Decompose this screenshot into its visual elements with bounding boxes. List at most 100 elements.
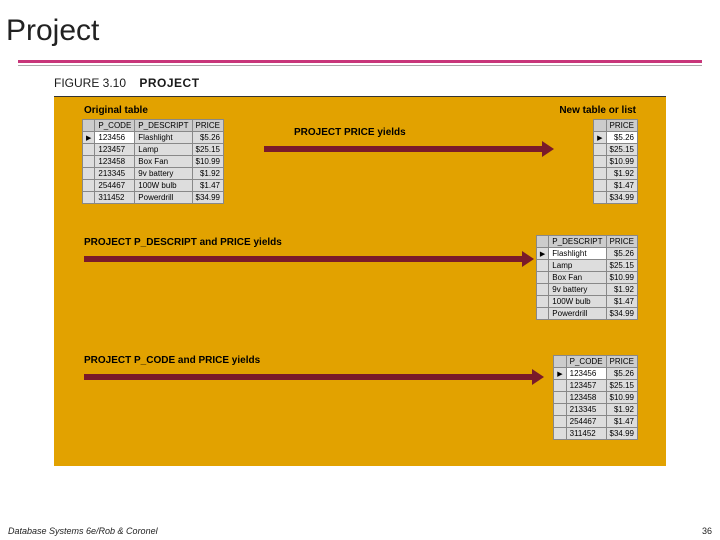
row-caret-icon [83,156,95,168]
result-price-table: PRICE▶$5.26$25.15$10.99$1.92$1.47$34.99 [593,119,638,204]
row-caret-icon: ▶ [536,248,548,260]
table-row: $34.99 [594,192,638,204]
row-caret-icon [536,260,548,272]
footer-page-number: 36 [702,526,712,536]
footer: Database Systems 6e/Rob & Coronel 36 [8,526,712,536]
table-row: Lamp$25.15 [536,260,637,272]
table-cell: 123457 [95,144,135,156]
table-cell: $1.92 [606,404,637,416]
row-caret-icon: ▶ [594,132,606,144]
arrow-project-price [264,143,554,155]
table-row: 9v battery$1.92 [536,284,637,296]
table-cell: 311452 [566,428,606,440]
table-row: ▶123456$5.26 [554,368,638,380]
table-cell: Lamp [549,260,606,272]
table-row: 123457$25.15 [554,380,638,392]
label-original-table: Original table [84,105,148,116]
table-cell: $10.99 [606,272,637,284]
table-cell: Flashlight [135,132,192,144]
table-cell: $1.92 [606,284,637,296]
row-caret-icon [83,192,95,204]
table-cell: Box Fan [549,272,606,284]
table-cell: 123457 [566,380,606,392]
table-cell: $25.15 [606,380,637,392]
row-caret-icon [83,168,95,180]
table-row: $10.99 [594,156,638,168]
table-cell: 213345 [566,404,606,416]
row-caret-icon [536,272,548,284]
table-cell: Box Fan [135,156,192,168]
table-row: $1.47 [594,180,638,192]
project-code-price-label: PROJECT P_CODE and PRICE yields [84,355,260,366]
table-cell: $34.99 [606,192,637,204]
column-header: P_DESCRIPT [135,120,192,132]
table-cell: $1.47 [606,296,637,308]
arrow-project-code-price [84,371,544,383]
table-row: 311452$34.99 [554,428,638,440]
table-row: 2133459v battery$1.92 [83,168,224,180]
figure-area: Original table New table or list P_CODEP… [54,96,666,466]
row-caret-icon [594,192,606,204]
project-descript-price-label: PROJECT P_DESCRIPT and PRICE yields [84,237,282,248]
table-row: 123457Lamp$25.15 [83,144,224,156]
table-cell: 9v battery [135,168,192,180]
column-header: PRICE [192,120,223,132]
table-cell: 9v battery [549,284,606,296]
table-cell: $1.92 [606,168,637,180]
table-cell: $25.15 [192,144,223,156]
table-cell: $25.15 [606,260,637,272]
footer-credit: Database Systems 6e/Rob & Coronel [8,526,158,536]
row-caret-icon [554,392,566,404]
column-header: P_CODE [566,356,606,368]
column-header: PRICE [606,356,637,368]
table-cell: $1.92 [192,168,223,180]
row-caret-icon [83,180,95,192]
row-caret-icon [594,156,606,168]
row-caret-icon [554,428,566,440]
table-cell: Powerdrill [135,192,192,204]
table-cell: $5.26 [606,248,637,260]
row-caret-icon: ▶ [554,368,566,380]
row-caret-icon [554,416,566,428]
table-cell: Powerdrill [549,308,606,320]
figure-label: PROJECT [139,76,199,90]
table-row: 311452Powerdrill$34.99 [83,192,224,204]
table-cell: Lamp [135,144,192,156]
column-header: P_CODE [95,120,135,132]
row-caret-icon [536,296,548,308]
table-row: 123458$10.99 [554,392,638,404]
result-code-price-table: P_CODEPRICE▶123456$5.26123457$25.1512345… [553,355,638,440]
table-cell: $10.99 [192,156,223,168]
project-price-label: PROJECT PRICE yields [294,127,406,138]
table-cell: Flashlight [549,248,606,260]
table-row: Powerdrill$34.99 [536,308,637,320]
figure-number: FIGURE 3.10 [54,76,126,90]
table-cell: 311452 [95,192,135,204]
column-header: PRICE [606,236,637,248]
table-row: 100W bulb$1.47 [536,296,637,308]
table-cell: $5.26 [606,132,637,144]
arrow-project-descript-price [84,253,534,265]
table-row: 213345$1.92 [554,404,638,416]
row-caret-icon [554,380,566,392]
column-header: PRICE [606,120,637,132]
figure-caption: FIGURE 3.10 PROJECT [0,66,720,96]
table-row: 254467100W bulb$1.47 [83,180,224,192]
table-cell: $1.47 [192,180,223,192]
table-cell: 254467 [95,180,135,192]
table-row: ▶123456Flashlight$5.26 [83,132,224,144]
row-caret-icon [594,144,606,156]
table-cell: $34.99 [606,428,637,440]
table-cell: $1.47 [606,416,637,428]
row-caret-icon [536,308,548,320]
table-row: Box Fan$10.99 [536,272,637,284]
row-caret-icon [83,144,95,156]
result-descript-price-table: P_DESCRIPTPRICE▶Flashlight$5.26Lamp$25.1… [536,235,638,320]
row-caret-icon [594,168,606,180]
table-cell: $34.99 [606,308,637,320]
label-new-table: New table or list [559,105,636,116]
table-cell: 100W bulb [135,180,192,192]
table-cell: $5.26 [606,368,637,380]
table-cell: 123456 [95,132,135,144]
row-caret-icon [536,284,548,296]
